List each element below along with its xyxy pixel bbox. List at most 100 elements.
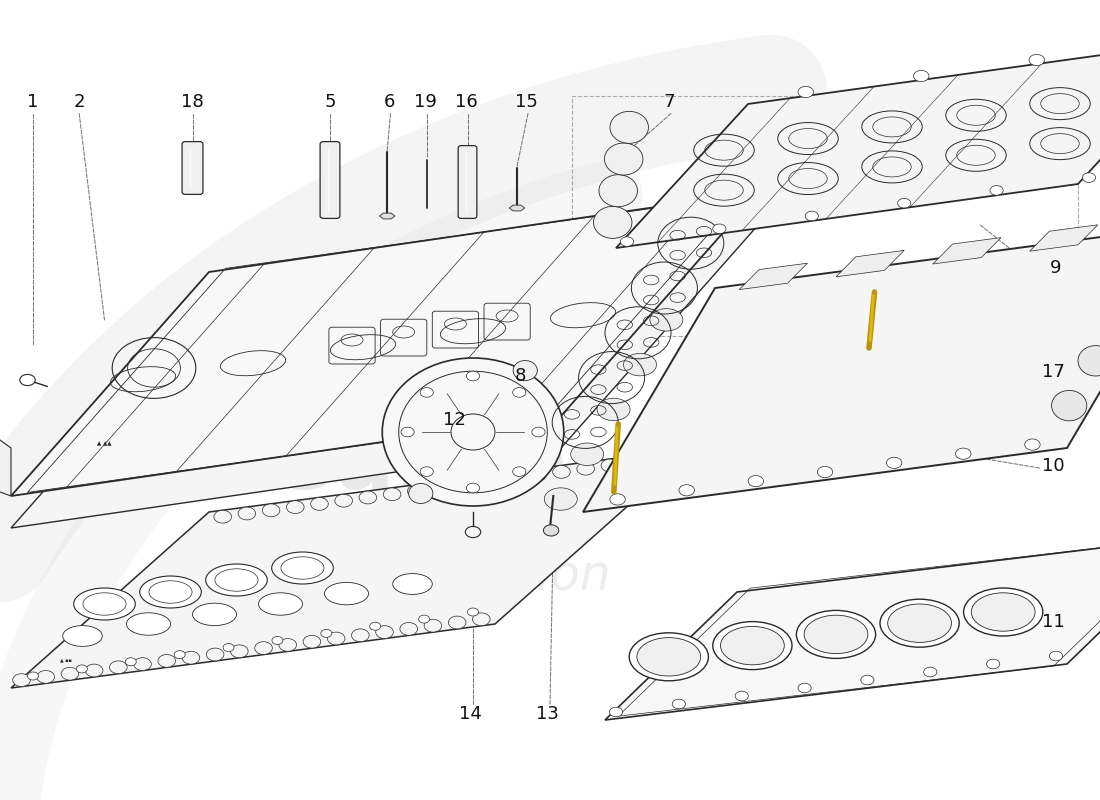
Circle shape [431,482,449,494]
Circle shape [552,466,570,478]
Circle shape [504,472,521,485]
Ellipse shape [713,622,792,670]
Circle shape [134,658,152,670]
Circle shape [1082,173,1096,182]
Circle shape [798,86,814,98]
Text: ▲ ▲▲: ▲ ▲▲ [97,442,112,446]
Circle shape [183,651,200,664]
Text: 10: 10 [1043,457,1065,474]
Circle shape [735,691,748,701]
Circle shape [609,494,625,505]
Ellipse shape [1078,346,1100,376]
Circle shape [158,654,176,667]
Circle shape [174,650,185,658]
Ellipse shape [393,574,432,594]
Circle shape [359,491,376,504]
Circle shape [473,613,491,626]
Ellipse shape [409,483,433,503]
Text: 2: 2 [74,93,85,110]
Ellipse shape [272,552,333,584]
Polygon shape [836,250,904,277]
Ellipse shape [192,603,236,626]
Circle shape [679,485,694,496]
Polygon shape [11,224,759,528]
Ellipse shape [206,564,267,596]
Circle shape [987,659,1000,669]
Circle shape [480,475,497,488]
Circle shape [304,635,321,648]
Circle shape [466,371,480,381]
Ellipse shape [1052,390,1087,421]
Text: 11: 11 [1043,614,1065,631]
Circle shape [625,456,642,469]
Circle shape [334,494,352,507]
Text: 18: 18 [182,93,204,110]
Ellipse shape [629,633,708,681]
Ellipse shape [594,206,631,238]
Circle shape [449,616,466,629]
Circle shape [37,670,55,683]
Ellipse shape [624,354,657,376]
Circle shape [672,699,685,709]
Ellipse shape [597,398,630,421]
Circle shape [466,483,480,493]
Text: 8: 8 [515,367,526,385]
Text: a passion: a passion [379,552,610,600]
Text: ▲ ▪▪: ▲ ▪▪ [60,658,72,662]
Polygon shape [379,213,395,219]
Polygon shape [1030,225,1098,251]
Circle shape [76,665,87,673]
Circle shape [924,667,937,677]
Circle shape [370,622,381,630]
Circle shape [805,211,818,221]
Circle shape [609,707,623,717]
FancyBboxPatch shape [182,142,202,194]
Ellipse shape [880,599,959,647]
Ellipse shape [600,174,638,206]
Ellipse shape [63,626,102,646]
Ellipse shape [605,143,642,175]
Text: 16: 16 [455,93,477,110]
Circle shape [817,466,833,478]
Circle shape [543,525,559,536]
Polygon shape [616,40,1100,248]
Circle shape [425,619,442,632]
Ellipse shape [720,626,784,665]
Circle shape [328,632,345,645]
Circle shape [620,237,634,246]
Polygon shape [583,224,1100,512]
Circle shape [321,630,332,638]
Circle shape [110,661,128,674]
Circle shape [407,485,425,498]
Circle shape [279,638,297,651]
Circle shape [649,453,667,466]
Circle shape [125,658,136,666]
Ellipse shape [513,361,537,381]
Ellipse shape [971,593,1035,631]
Circle shape [231,645,249,658]
Ellipse shape [609,111,649,143]
Circle shape [913,70,930,82]
Circle shape [400,622,418,635]
Ellipse shape [804,615,868,654]
Ellipse shape [324,582,369,605]
Circle shape [861,675,875,685]
Circle shape [207,648,224,661]
Polygon shape [509,205,525,211]
Circle shape [887,458,902,469]
Ellipse shape [140,576,201,608]
Ellipse shape [258,593,303,615]
Text: europ
a passion: europ a passion [807,329,953,391]
Circle shape [262,504,279,517]
Circle shape [748,475,763,486]
Text: europ: europ [270,420,566,508]
Circle shape [238,507,255,520]
Polygon shape [0,432,11,496]
Ellipse shape [383,358,563,506]
Circle shape [383,488,400,501]
Circle shape [310,498,328,510]
Circle shape [1049,651,1063,661]
Polygon shape [933,238,1001,264]
Ellipse shape [544,488,578,510]
Polygon shape [605,536,1100,720]
